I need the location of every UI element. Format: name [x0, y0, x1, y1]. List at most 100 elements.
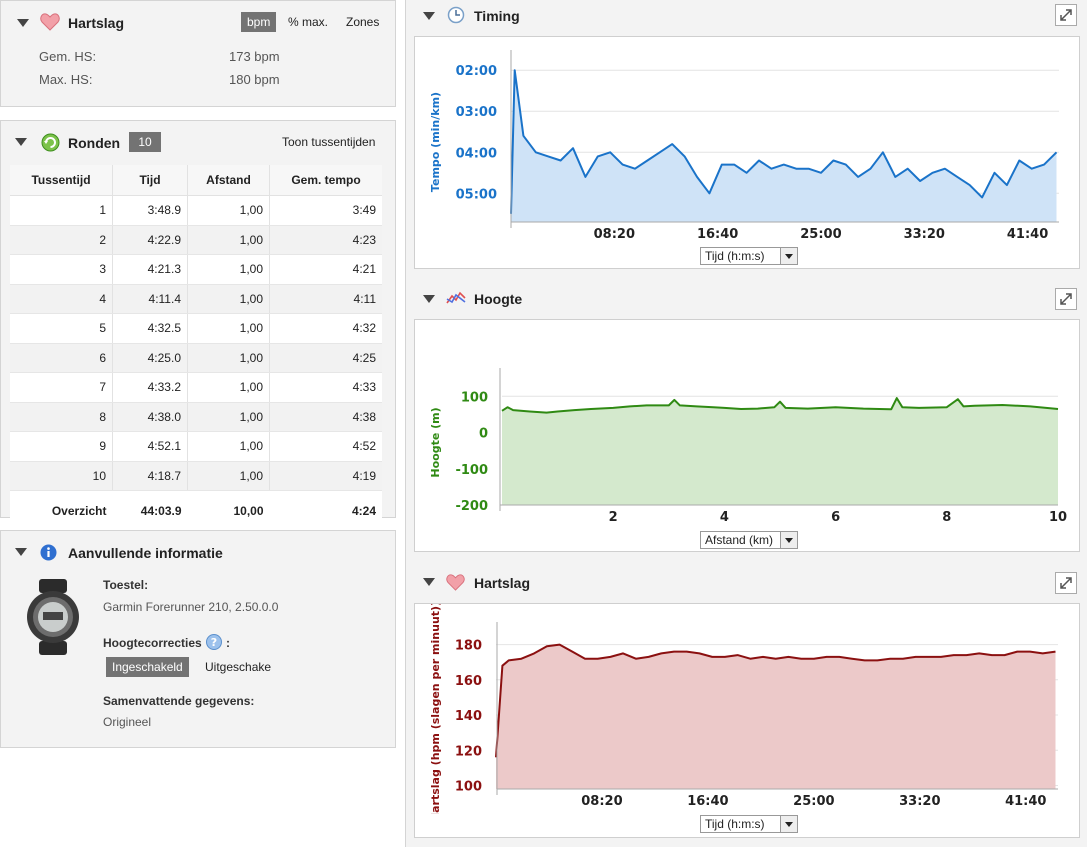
x-tick-label: 25:00	[800, 227, 841, 242]
table-row[interactable]: 3 4:21.3 1,00 4:21	[10, 254, 382, 285]
collapse-toggle-icon[interactable]	[15, 138, 27, 146]
chart-title: Timing	[474, 8, 520, 24]
chevron-down-icon	[780, 816, 797, 832]
y-axis-label: Tempo (min/km)	[429, 92, 442, 192]
summary-cell: Overzicht	[10, 490, 113, 531]
table-cell: 4:25.0	[112, 343, 188, 373]
expand-icon	[1060, 9, 1072, 21]
table-row[interactable]: 1 3:48.9 1,00 3:49	[10, 195, 382, 226]
table-row[interactable]: 2 4:22.9 1,00 4:23	[10, 225, 382, 255]
series-area	[496, 644, 1056, 789]
chart-title: Hoogte	[474, 291, 523, 307]
info-icon	[40, 544, 57, 561]
table-row[interactable]: 9 4:52.1 1,00 4:52	[10, 431, 382, 462]
summary-cell: 4:24	[269, 490, 382, 531]
table-row[interactable]: 6 4:25.0 1,00 4:25	[10, 343, 382, 373]
table-cell: 1,00	[187, 284, 270, 314]
table-cell: 4:11	[269, 284, 382, 314]
y-tick-label: 100	[455, 779, 482, 794]
expand-chart-button[interactable]	[1055, 288, 1077, 310]
percent-max-toggle-button[interactable]: % max.	[288, 15, 329, 29]
heart-rate-chart[interactable]: 180 160 140 120 100 08:20 16:40 25:00 33:20 41:40…	[415, 604, 1079, 814]
table-cell: 4:32.5	[112, 313, 188, 344]
chart-title: Hartslag	[474, 575, 531, 591]
series-area	[502, 398, 1058, 505]
table-cell: 1,00	[187, 402, 270, 432]
expand-icon	[1060, 293, 1072, 305]
table-cell: 3:49	[269, 195, 382, 226]
timing-x-axis-select[interactable]: Tijd (h:m:s)	[700, 247, 798, 265]
table-cell: 8	[10, 402, 113, 432]
x-tick-label: 08:20	[581, 794, 622, 809]
expand-chart-button[interactable]	[1055, 4, 1077, 26]
clock-icon	[447, 6, 465, 24]
table-row[interactable]: 4 4:11.4 1,00 4:11	[10, 284, 382, 314]
help-icon[interactable]: ?	[206, 634, 222, 650]
column-header[interactable]: Gem. tempo	[269, 165, 382, 196]
table-cell: 4:21.3	[112, 254, 188, 285]
table-cell: 4:21	[269, 254, 382, 285]
collapse-toggle-icon[interactable]	[15, 548, 27, 556]
column-header[interactable]: Tussentijd	[10, 165, 113, 196]
table-cell: 4:33	[269, 372, 382, 403]
collapse-toggle-icon[interactable]	[423, 12, 435, 20]
y-tick-label: 0	[479, 427, 488, 442]
table-cell: 4:18.7	[112, 461, 188, 491]
lap-count-badge: 10	[129, 132, 161, 152]
enabled-button[interactable]: Ingeschakeld	[106, 657, 189, 677]
x-tick-label: 4	[720, 510, 729, 525]
table-cell: 4:52	[269, 431, 382, 462]
heart-icon	[40, 13, 60, 31]
x-tick-label: 08:20	[594, 227, 635, 242]
table-cell: 5	[10, 313, 113, 344]
x-tick-label: 16:40	[697, 227, 738, 242]
x-tick-label: 33:20	[899, 794, 940, 809]
table-row[interactable]: 10 4:18.7 1,00 4:19	[10, 461, 382, 491]
elevation-correction-label: Hoogtecorrecties	[103, 636, 202, 650]
y-tick-label: -200	[455, 499, 488, 514]
elevation-x-axis-select[interactable]: Afstand (km)	[700, 531, 798, 549]
select-value: Tijd (h:m:s)	[705, 249, 765, 263]
x-tick-label: 41:40	[1005, 794, 1046, 809]
x-tick-label: 2	[609, 510, 618, 525]
table-cell: 3:48.9	[112, 195, 188, 226]
y-tick-label: 160	[455, 674, 482, 689]
collapse-toggle-icon[interactable]	[423, 578, 435, 586]
show-splits-link[interactable]: Toon tussentijden	[282, 135, 376, 149]
collapse-toggle-icon[interactable]	[423, 295, 435, 303]
column-header[interactable]: Tijd	[112, 165, 188, 196]
zones-toggle-button[interactable]: Zones	[346, 15, 380, 29]
summary-cell: 44:03.9	[112, 490, 188, 531]
series-line	[510, 69, 1058, 214]
x-tick-label: 25:00	[793, 794, 834, 809]
select-value: Afstand (km)	[705, 533, 774, 547]
disabled-button[interactable]: Uitgeschake	[205, 660, 272, 674]
expand-icon	[1060, 577, 1072, 589]
expand-chart-button[interactable]	[1055, 572, 1077, 594]
chevron-down-icon	[780, 532, 797, 548]
collapse-toggle-icon[interactable]	[17, 19, 29, 27]
table-row[interactable]: 8 4:38.0 1,00 4:38	[10, 402, 382, 432]
heart-rate-x-axis-select[interactable]: Tijd (h:m:s)	[700, 815, 798, 833]
avg-hr-label: Gem. HS:	[39, 49, 97, 64]
panel-title: Ronden	[68, 135, 121, 151]
bpm-toggle-button[interactable]: bpm	[241, 12, 277, 32]
y-axis-label: Hoogte (m)	[429, 407, 442, 477]
y-tick-label: 05:00	[456, 187, 497, 202]
y-tick-label: 02:00	[456, 64, 497, 79]
table-cell: 1,00	[187, 313, 270, 344]
elevation-icon	[446, 291, 466, 304]
table-row[interactable]: 5 4:32.5 1,00 4:32	[10, 313, 382, 344]
table-cell: 9	[10, 431, 113, 462]
table-row[interactable]: 7 4:33.2 1,00 4:33	[10, 372, 382, 403]
table-cell: 4:11.4	[112, 284, 188, 314]
y-tick-label: 120	[455, 744, 482, 759]
elevation-chart[interactable]: 100 0 -100 -200 2 4 6 8 10 Hoogte (m)	[415, 320, 1079, 530]
table-cell: 4:22.9	[112, 225, 188, 255]
column-header[interactable]: Afstand	[187, 165, 270, 196]
additional-info-panel: Aanvullende informatie Toestel: Garmin F…	[0, 530, 396, 748]
timing-chart[interactable]: 02:00 03:00 04:00 05:00 08:20 16:40 25:00 33:20…	[415, 37, 1079, 249]
summary-cell: 10,00	[187, 490, 270, 531]
table-cell: 10	[10, 461, 113, 491]
heart-icon	[446, 574, 465, 591]
